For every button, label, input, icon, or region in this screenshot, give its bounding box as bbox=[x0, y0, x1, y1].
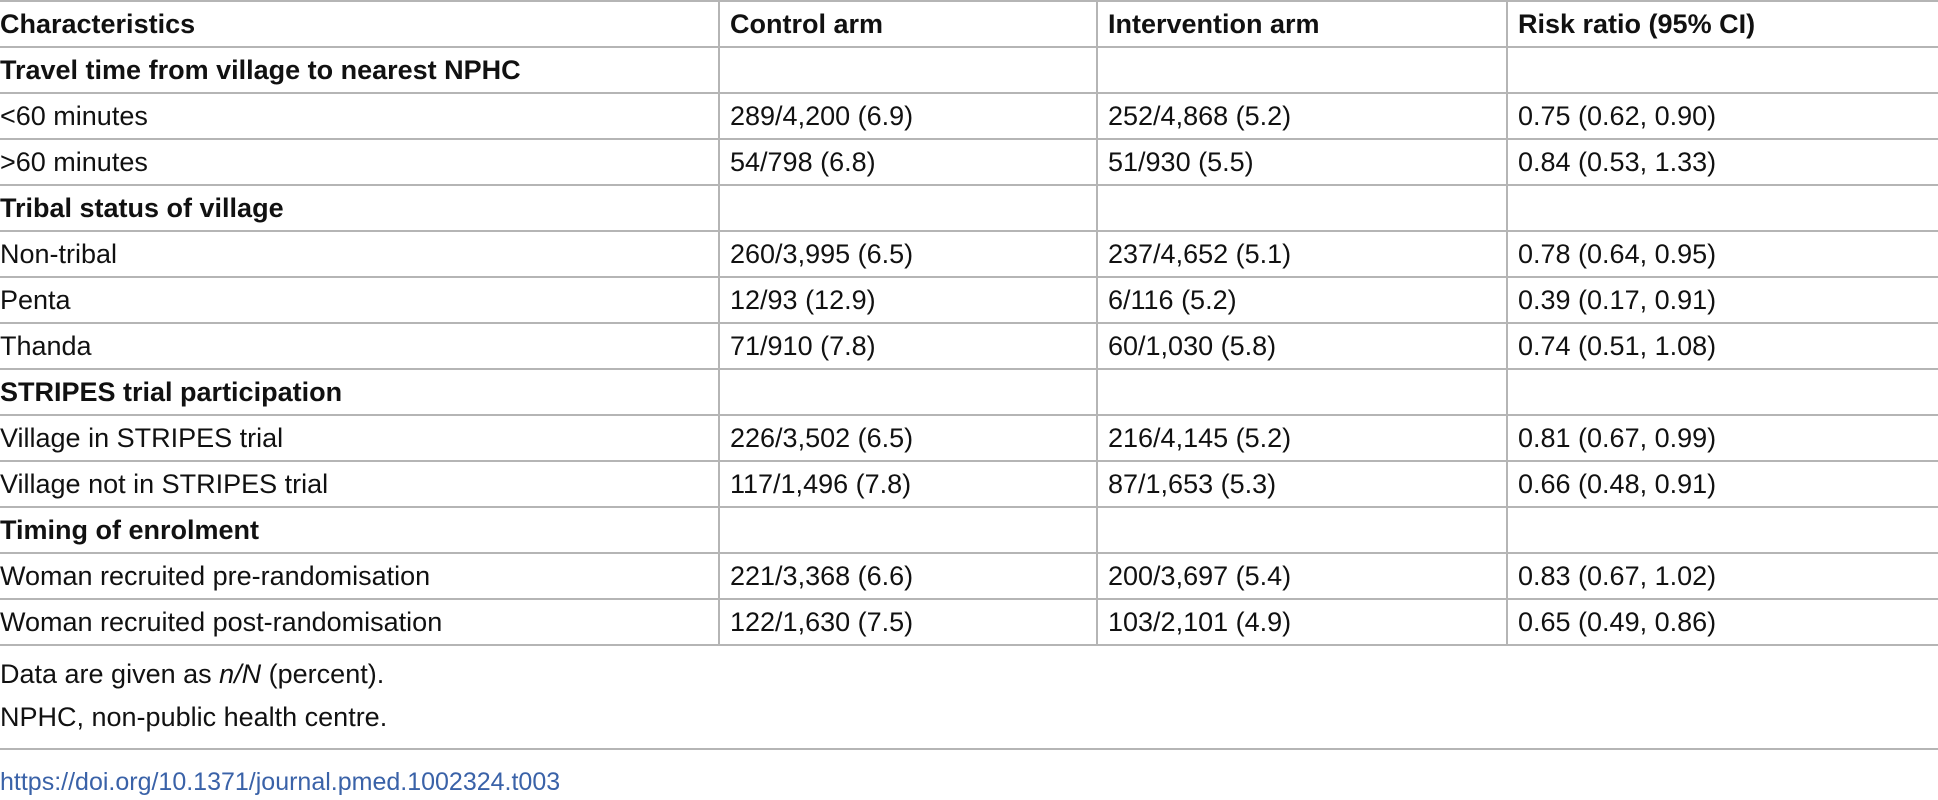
cell: 0.65 (0.49, 0.86) bbox=[1506, 598, 1938, 646]
header-cell: Risk ratio (95% CI) bbox=[1506, 0, 1938, 48]
doi-link[interactable]: https://doi.org/10.1371/journal.pmed.100… bbox=[0, 768, 561, 796]
cell: 0.39 (0.17, 0.91) bbox=[1506, 276, 1938, 324]
divider bbox=[0, 748, 1938, 750]
footnote: Data are given as n/N (percent). bbox=[0, 659, 384, 690]
section-title: Tribal status of village bbox=[0, 184, 719, 232]
cell: Village not in STRIPES trial bbox=[0, 460, 719, 508]
table-body: Travel time from village to nearest NPHC… bbox=[0, 46, 1938, 646]
cell: 54/798 (6.8) bbox=[718, 138, 1097, 186]
cell: 122/1,630 (7.5) bbox=[718, 598, 1097, 646]
cell: <60 minutes bbox=[0, 92, 719, 140]
data-row: <60 minutes 289/4,200 (6.9) 252/4,868 (5.2… bbox=[0, 92, 1938, 140]
header-row: Characteristics Control arm Intervention a… bbox=[0, 0, 1938, 48]
empty-cell bbox=[718, 368, 1097, 416]
empty-cell bbox=[1096, 184, 1507, 232]
empty-cell bbox=[718, 46, 1097, 94]
empty-cell bbox=[1096, 506, 1507, 554]
cell: 117/1,496 (7.8) bbox=[718, 460, 1097, 508]
empty-cell bbox=[718, 184, 1097, 232]
section-title: STRIPES trial participation bbox=[0, 368, 719, 416]
cell: 216/4,145 (5.2) bbox=[1096, 414, 1507, 462]
cell: Village in STRIPES trial bbox=[0, 414, 719, 462]
data-row: Woman recruited pre-randomisation 221/3,3… bbox=[0, 552, 1938, 600]
cell: 87/1,653 (5.3) bbox=[1096, 460, 1507, 508]
empty-cell bbox=[1506, 184, 1938, 232]
cell: Penta bbox=[0, 276, 719, 324]
data-row: >60 minutes 54/798 (6.8) 51/930 (5.5) 0.84 … bbox=[0, 138, 1938, 186]
cell: 71/910 (7.8) bbox=[718, 322, 1097, 370]
footnote-italic: n/N bbox=[219, 659, 262, 689]
cell: 0.74 (0.51, 1.08) bbox=[1506, 322, 1938, 370]
cell: 60/1,030 (5.8) bbox=[1096, 322, 1507, 370]
footnote-text: Data are given as bbox=[0, 659, 220, 689]
cell: 0.78 (0.64, 0.95) bbox=[1506, 230, 1938, 278]
cell: 0.75 (0.62, 0.90) bbox=[1506, 92, 1938, 140]
cell: 289/4,200 (6.9) bbox=[718, 92, 1097, 140]
cell: Non-tribal bbox=[0, 230, 719, 278]
empty-cell bbox=[1506, 46, 1938, 94]
header-cell: Intervention arm bbox=[1096, 0, 1507, 48]
cell: 0.66 (0.48, 0.91) bbox=[1506, 460, 1938, 508]
cell: 0.83 (0.67, 1.02) bbox=[1506, 552, 1938, 600]
section-row: Timing of enrolment bbox=[0, 506, 1938, 554]
empty-cell bbox=[718, 506, 1097, 554]
cell: 0.84 (0.53, 1.33) bbox=[1506, 138, 1938, 186]
section-row: Travel time from village to nearest NPHC bbox=[0, 46, 1938, 94]
cell: 51/930 (5.5) bbox=[1096, 138, 1507, 186]
results-table: Characteristics Control arm Intervention a… bbox=[0, 0, 1938, 646]
cell: >60 minutes bbox=[0, 138, 719, 186]
data-row: Penta 12/93 (12.9) 6/116 (5.2) 0.39 (0.17, … bbox=[0, 276, 1938, 324]
header-cell: Characteristics bbox=[0, 0, 719, 48]
cell: 260/3,995 (6.5) bbox=[718, 230, 1097, 278]
section-title: Timing of enrolment bbox=[0, 506, 719, 554]
section-row: Tribal status of village bbox=[0, 184, 1938, 232]
cell: 103/2,101 (4.9) bbox=[1096, 598, 1507, 646]
cell: Woman recruited pre-randomisation bbox=[0, 552, 719, 600]
cell: 0.81 (0.67, 0.99) bbox=[1506, 414, 1938, 462]
cell: 6/116 (5.2) bbox=[1096, 276, 1507, 324]
header-cell: Control arm bbox=[718, 0, 1097, 48]
data-row: Village in STRIPES trial 226/3,502 (6.5) 2… bbox=[0, 414, 1938, 462]
data-row: Thanda 71/910 (7.8) 60/1,030 (5.8) 0.74 (0.… bbox=[0, 322, 1938, 370]
data-row: Village not in STRIPES trial 117/1,496 (7… bbox=[0, 460, 1938, 508]
footnote: NPHC, non-public health centre. bbox=[0, 702, 388, 732]
cell: Thanda bbox=[0, 322, 719, 370]
section-row: STRIPES trial participation bbox=[0, 368, 1938, 416]
footnote-text: (percent). bbox=[261, 659, 385, 689]
data-row: Woman recruited post-randomisation 122/1,… bbox=[0, 598, 1938, 646]
empty-cell bbox=[1096, 46, 1507, 94]
cell: 200/3,697 (5.4) bbox=[1096, 552, 1507, 600]
cell: 252/4,868 (5.2) bbox=[1096, 92, 1507, 140]
data-row: Non-tribal 260/3,995 (6.5) 237/4,652 (5.1)… bbox=[0, 230, 1938, 278]
cell: Woman recruited post-randomisation bbox=[0, 598, 719, 646]
empty-cell bbox=[1506, 506, 1938, 554]
cell: 226/3,502 (6.5) bbox=[718, 414, 1097, 462]
empty-cell bbox=[1506, 368, 1938, 416]
empty-cell bbox=[1096, 368, 1507, 416]
cell: 12/93 (12.9) bbox=[718, 276, 1097, 324]
cell: 237/4,652 (5.1) bbox=[1096, 230, 1507, 278]
cell: 221/3,368 (6.6) bbox=[718, 552, 1097, 600]
section-title: Travel time from village to nearest NPHC bbox=[0, 46, 719, 94]
